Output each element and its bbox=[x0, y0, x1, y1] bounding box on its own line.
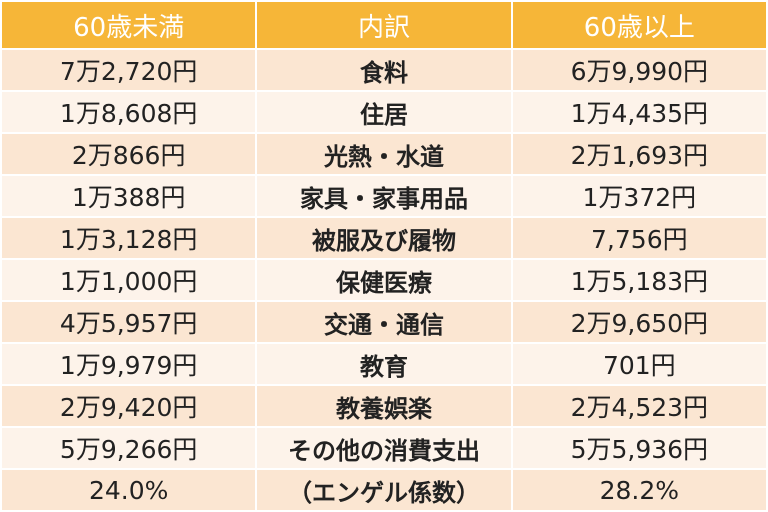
table-row: 1万1,000円 保健医療 1万5,183円 bbox=[0, 258, 768, 302]
category-cell: 教養娯楽 bbox=[255, 384, 513, 428]
amount-cell: 701円 bbox=[510, 342, 768, 386]
table-row: 2万9,420円 教養娯楽 2万4,523円 bbox=[0, 384, 768, 428]
amount-cell: 1万5,183円 bbox=[510, 258, 768, 302]
amount-cell: 28.2% bbox=[510, 468, 768, 512]
table-body: 7万2,720円 食料 6万9,990円 1万8,608円 住居 1万4,435円 2万86… bbox=[0, 48, 768, 512]
amount-cell: 7万2,720円 bbox=[0, 48, 258, 92]
header-row: 60歳未満 内訳 60歳以上 bbox=[0, 0, 768, 50]
category-cell: 光熱・水道 bbox=[255, 132, 513, 176]
category-cell: 家具・家事用品 bbox=[255, 174, 513, 218]
amount-cell: 1万372円 bbox=[510, 174, 768, 218]
table-row: 4万5,957円 交通・通信 2万9,650円 bbox=[0, 300, 768, 344]
amount-cell: 24.0% bbox=[0, 468, 258, 512]
category-cell: （エンゲル係数） bbox=[255, 468, 513, 512]
table-row: 2万866円 光熱・水道 2万1,693円 bbox=[0, 132, 768, 176]
category-cell: 住居 bbox=[255, 90, 513, 134]
table-head: 60歳未満 内訳 60歳以上 bbox=[0, 0, 768, 50]
amount-cell: 2万9,650円 bbox=[510, 300, 768, 344]
category-cell: 教育 bbox=[255, 342, 513, 386]
amount-cell: 6万9,990円 bbox=[510, 48, 768, 92]
amount-cell: 7,756円 bbox=[510, 216, 768, 260]
amount-cell: 2万4,523円 bbox=[510, 384, 768, 428]
table-row: 1万8,608円 住居 1万4,435円 bbox=[0, 90, 768, 134]
amount-cell: 5万9,266円 bbox=[0, 426, 258, 470]
table-row: 1万9,979円 教育 701円 bbox=[0, 342, 768, 386]
amount-cell: 2万866円 bbox=[0, 132, 258, 176]
category-cell: 交通・通信 bbox=[255, 300, 513, 344]
amount-cell: 1万9,979円 bbox=[0, 342, 258, 386]
amount-cell: 1万8,608円 bbox=[0, 90, 258, 134]
amount-cell: 2万9,420円 bbox=[0, 384, 258, 428]
table-row: 1万388円 家具・家事用品 1万372円 bbox=[0, 174, 768, 218]
amount-cell: 4万5,957円 bbox=[0, 300, 258, 344]
header-cell: 60歳未満 bbox=[0, 0, 258, 50]
table-row: 5万9,266円 その他の消費支出 5万5,936円 bbox=[0, 426, 768, 470]
amount-cell: 1万1,000円 bbox=[0, 258, 258, 302]
category-cell: 保健医療 bbox=[255, 258, 513, 302]
table-row: 1万3,128円 被服及び履物 7,756円 bbox=[0, 216, 768, 260]
header-cell: 60歳以上 bbox=[510, 0, 768, 50]
amount-cell: 1万3,128円 bbox=[0, 216, 258, 260]
header-cell: 内訳 bbox=[255, 0, 513, 50]
table-row: 24.0% （エンゲル係数） 28.2% bbox=[0, 468, 768, 512]
table-row: 7万2,720円 食料 6万9,990円 bbox=[0, 48, 768, 92]
category-cell: 食料 bbox=[255, 48, 513, 92]
amount-cell: 2万1,693円 bbox=[510, 132, 768, 176]
amount-cell: 5万5,936円 bbox=[510, 426, 768, 470]
amount-cell: 1万4,435円 bbox=[510, 90, 768, 134]
category-cell: その他の消費支出 bbox=[255, 426, 513, 470]
category-cell: 被服及び履物 bbox=[255, 216, 513, 260]
amount-cell: 1万388円 bbox=[0, 174, 258, 218]
